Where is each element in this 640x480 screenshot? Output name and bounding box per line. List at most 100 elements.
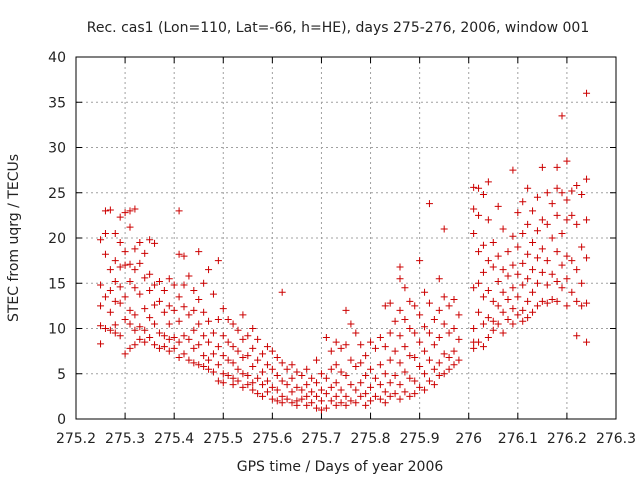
- data-point: [411, 302, 419, 310]
- data-point: [504, 272, 512, 280]
- data-point: [101, 229, 109, 237]
- data-point: [558, 229, 566, 237]
- data-point: [425, 356, 433, 364]
- data-point: [396, 275, 404, 283]
- data-point: [411, 353, 419, 361]
- data-point: [141, 274, 149, 282]
- data-point: [529, 239, 537, 247]
- data-point: [195, 341, 203, 349]
- data-point: [558, 261, 566, 269]
- data-point: [470, 325, 478, 332]
- y-tick-labels: 0 5 10 15 20 25 30 35 40: [48, 50, 66, 428]
- data-point: [288, 361, 296, 369]
- data-point: [357, 392, 365, 400]
- data-point: [524, 220, 532, 228]
- y-tick-label: 20: [48, 231, 66, 247]
- data-point: [519, 281, 527, 289]
- data-point: [205, 365, 213, 373]
- y-tick-label: 35: [48, 95, 66, 111]
- data-point: [165, 302, 173, 310]
- data-point: [416, 363, 424, 371]
- data-point: [209, 368, 217, 376]
- data-point: [401, 368, 409, 376]
- data-point: [509, 284, 517, 292]
- data-point: [229, 374, 237, 382]
- data-point: [529, 288, 537, 296]
- data-point: [533, 302, 541, 310]
- data-point: [146, 270, 154, 278]
- data-point: [533, 279, 541, 287]
- data-point: [214, 315, 222, 323]
- data-point: [583, 299, 591, 307]
- data-point: [362, 390, 370, 398]
- data-point: [489, 263, 497, 271]
- x-tick-labels: 275.2 275.3 275.4 275.5 275.6 275.7 275.8 275.9…: [56, 431, 636, 447]
- data-point: [450, 361, 458, 369]
- data-point: [391, 390, 399, 398]
- data-point: [421, 323, 429, 331]
- data-point: [367, 365, 375, 373]
- data-point: [558, 112, 566, 120]
- data-point: [342, 372, 350, 380]
- data-point: [529, 207, 537, 215]
- data-point: [131, 341, 139, 349]
- data-point: [538, 245, 546, 253]
- data-point: [440, 320, 448, 328]
- data-point: [219, 305, 227, 313]
- data-point: [479, 343, 487, 351]
- data-point: [195, 320, 203, 328]
- data-point: [268, 347, 276, 355]
- data-point: [175, 207, 183, 215]
- data-point: [406, 392, 414, 400]
- data-point: [342, 341, 350, 349]
- data-point: [475, 248, 483, 256]
- data-point: [175, 338, 183, 346]
- data-point: [263, 377, 271, 385]
- data-point: [479, 268, 487, 276]
- data-point: [303, 381, 311, 389]
- data-point: [435, 359, 443, 367]
- y-axis-label: STEC from uqrg / TECUs: [6, 154, 22, 322]
- data-point: [376, 395, 384, 403]
- data-point: [155, 297, 163, 305]
- data-point: [494, 202, 502, 210]
- data-point: [249, 344, 257, 352]
- data-point: [479, 241, 487, 249]
- data-point: [146, 314, 154, 322]
- data-point: [121, 350, 129, 358]
- data-point: [101, 250, 109, 258]
- data-point: [160, 332, 168, 340]
- data-point: [116, 239, 124, 247]
- data-point: [97, 281, 105, 289]
- data-point: [573, 266, 581, 274]
- data-point: [263, 343, 271, 351]
- data-point: [332, 338, 340, 346]
- x-tick-label: 275.2: [56, 431, 96, 447]
- data-point: [254, 356, 262, 364]
- data-point: [381, 343, 389, 351]
- data-point: [121, 248, 129, 256]
- data-point: [313, 356, 321, 364]
- data-point: [362, 372, 370, 380]
- data-point: [416, 383, 424, 391]
- data-point: [558, 284, 566, 292]
- data-point: [553, 184, 561, 192]
- data-point: [479, 191, 487, 199]
- data-point: [425, 377, 433, 385]
- data-point: [406, 352, 414, 360]
- data-point: [298, 386, 306, 394]
- data-point: [308, 399, 316, 407]
- data-point: [141, 326, 149, 334]
- data-point: [219, 379, 227, 387]
- data-point: [111, 277, 119, 285]
- data-point: [494, 277, 502, 285]
- data-point: [180, 332, 188, 340]
- data-point: [298, 395, 306, 403]
- data-point: [106, 308, 114, 316]
- data-point: [116, 263, 124, 271]
- data-point: [175, 250, 183, 258]
- data-point: [489, 326, 497, 334]
- data-point: [97, 322, 105, 330]
- data-point: [509, 232, 517, 240]
- data-point: [484, 216, 492, 224]
